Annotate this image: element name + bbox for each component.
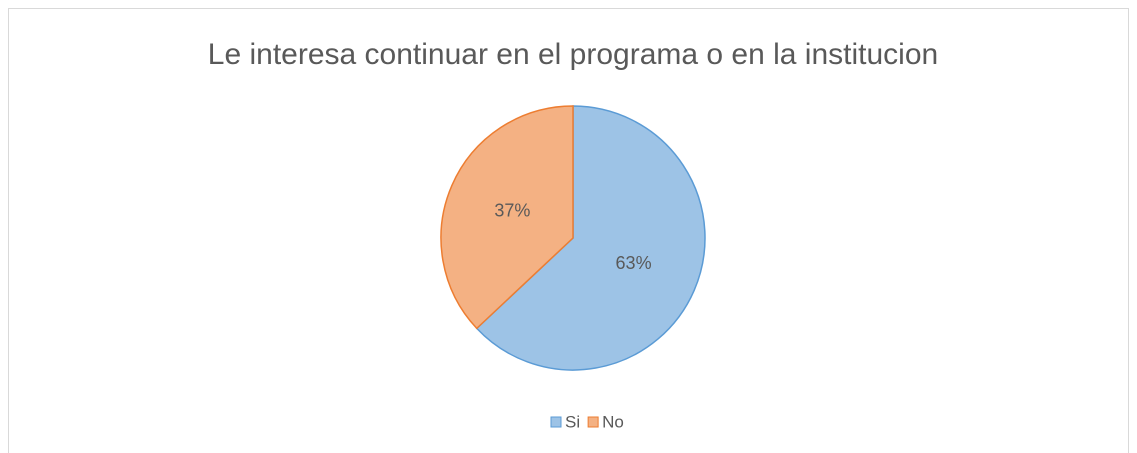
chart-title: Le interesa continuar en el programa o e… xyxy=(208,38,938,71)
legend-label: Si xyxy=(565,412,580,431)
data-label: 37% xyxy=(494,201,530,221)
legend-swatch xyxy=(587,416,599,428)
pie-slice xyxy=(475,105,706,371)
data-label: 63% xyxy=(616,253,652,273)
legend-swatch xyxy=(550,416,562,428)
pie-slice xyxy=(440,105,574,330)
legend-label: No xyxy=(602,412,624,431)
